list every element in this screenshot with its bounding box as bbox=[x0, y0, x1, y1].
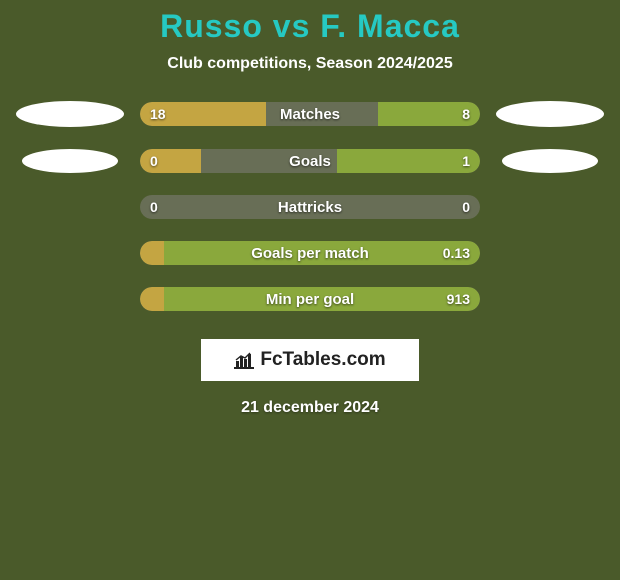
stat-bar: 0 Hattricks 0 bbox=[140, 195, 480, 219]
side-right bbox=[480, 149, 620, 173]
player-right-ellipse bbox=[496, 101, 604, 127]
stat-bar: 18 Matches 8 bbox=[140, 102, 480, 126]
stat-left-value: 0 bbox=[150, 195, 158, 219]
side-right bbox=[480, 101, 620, 127]
stat-row: 18 Matches 8 bbox=[0, 101, 620, 127]
stat-bar: 0 Goals 1 bbox=[140, 149, 480, 173]
bar-left-fill bbox=[140, 287, 164, 311]
bar-left-fill bbox=[140, 241, 164, 265]
stat-bar: Min per goal 913 bbox=[140, 287, 480, 311]
bar-right-fill bbox=[164, 287, 480, 311]
logo-text: FcTables.com bbox=[260, 349, 385, 371]
player-right-ellipse bbox=[502, 149, 598, 173]
stat-bar: Goals per match 0.13 bbox=[140, 241, 480, 265]
bar-left-fill bbox=[140, 149, 201, 173]
bar-right-fill bbox=[378, 102, 480, 126]
player-left-ellipse bbox=[22, 149, 118, 173]
stat-row: 0 Hattricks 0 bbox=[0, 195, 620, 219]
stat-row: Min per goal 913 bbox=[0, 287, 620, 311]
stats-rows: 18 Matches 8 0 Goals 1 bbox=[0, 101, 620, 311]
stat-row: 0 Goals 1 bbox=[0, 149, 620, 173]
snapshot-date: 21 december 2024 bbox=[0, 399, 620, 417]
chart-icon bbox=[234, 351, 254, 369]
fctables-logo[interactable]: FcTables.com bbox=[201, 339, 419, 381]
side-left bbox=[0, 101, 140, 127]
bar-right-fill bbox=[337, 149, 480, 173]
stat-right-value: 0 bbox=[462, 195, 470, 219]
page-subtitle: Club competitions, Season 2024/2025 bbox=[0, 55, 620, 73]
player-left-ellipse bbox=[16, 101, 124, 127]
stat-label: Hattricks bbox=[140, 195, 480, 219]
bar-left-fill bbox=[140, 102, 266, 126]
comparison-card: Russo vs F. Macca Club competitions, Sea… bbox=[0, 0, 620, 417]
page-title: Russo vs F. Macca bbox=[0, 8, 620, 45]
stat-row: Goals per match 0.13 bbox=[0, 241, 620, 265]
side-left bbox=[0, 149, 140, 173]
bar-right-fill bbox=[164, 241, 480, 265]
